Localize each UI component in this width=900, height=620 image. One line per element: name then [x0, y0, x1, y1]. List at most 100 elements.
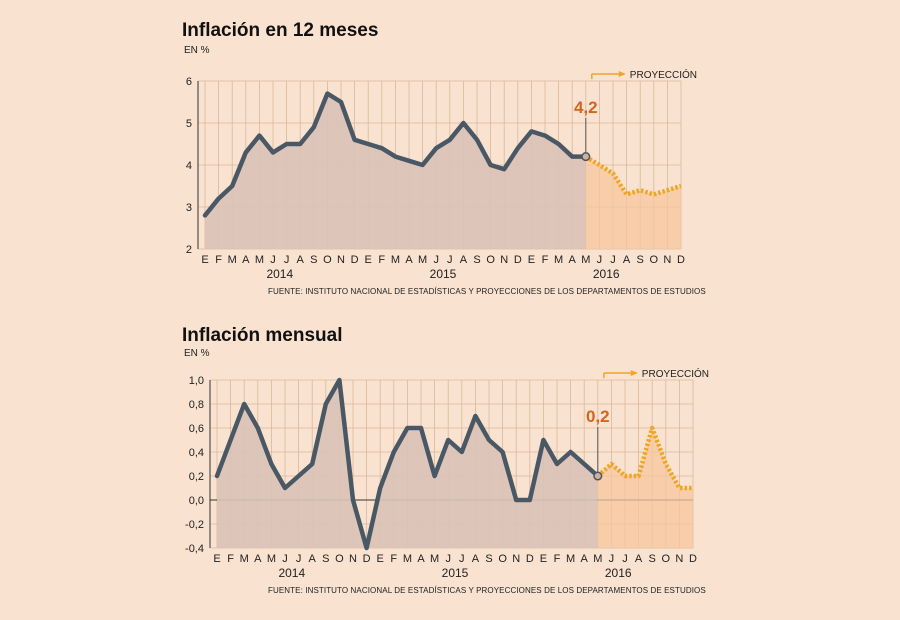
- chart2-ytick-label: 0,2: [189, 471, 204, 483]
- chart1-month-label: N: [337, 254, 345, 266]
- chart1-month-label: E: [365, 254, 372, 266]
- chart2-month-label: J: [296, 553, 302, 565]
- chart1-month-label: J: [447, 254, 453, 266]
- chart1-month-label: M: [391, 254, 400, 266]
- chart2-callout-marker: [593, 471, 603, 481]
- chart2-month-label: J: [622, 553, 628, 565]
- chart1-month-label: E: [528, 254, 535, 266]
- chart2-projection-label: PROYECCIÓN: [642, 367, 709, 380]
- chart2-month-label: D: [526, 553, 534, 565]
- chart1-month-label: M: [255, 254, 264, 266]
- chart2-month-label: J: [459, 553, 465, 565]
- chart1-ytick-label: 4: [186, 160, 192, 172]
- chart1-month-label: O: [486, 254, 495, 266]
- chart2-month-label: A: [254, 553, 262, 565]
- chart2-year-label: 2016: [605, 566, 632, 580]
- chart2-month-label: J: [282, 553, 288, 565]
- chart1-source: FUENTE: INSTITUTO NACIONAL DE ESTADÍSTIC…: [268, 287, 706, 296]
- chart2-ytick-label: 0,8: [189, 399, 204, 411]
- chart2-ytick-label: 0,4: [189, 447, 204, 459]
- chart2-projection-area: [597, 428, 693, 548]
- chart2-year-label: 2015: [442, 566, 469, 580]
- chart1-title: Inflación en 12 meses: [182, 20, 379, 41]
- chart1-month-label: F: [215, 254, 222, 266]
- chart2-month-label: O: [498, 553, 507, 565]
- chart2-ytick-label: 0,0: [189, 495, 204, 507]
- chart1-callout-label: 4,2: [574, 98, 598, 117]
- chart2-month-label: M: [430, 553, 439, 565]
- chart2-ytick-label: -0,2: [185, 519, 204, 531]
- chart2-ytick-label: 0,6: [189, 423, 204, 435]
- chart1-month-label: N: [500, 254, 508, 266]
- chart2-month-label: A: [635, 553, 643, 565]
- chart2-month-label: A: [309, 553, 317, 565]
- chart1-unit: EN %: [184, 45, 210, 56]
- chart2-projection-arrowhead: [630, 370, 638, 376]
- chart2-month-label: M: [403, 553, 412, 565]
- chart1-month-label: S: [473, 254, 480, 266]
- chart2-month-label: E: [540, 553, 547, 565]
- chart1-month-label: M: [581, 254, 590, 266]
- chart1-month-label: N: [663, 254, 671, 266]
- chart2-month-label: S: [485, 553, 492, 565]
- chart1-month-label: A: [569, 254, 577, 266]
- chart1-month-label: O: [650, 254, 659, 266]
- chart2-month-label: N: [675, 553, 683, 565]
- chart1-month-label: A: [242, 254, 250, 266]
- chart1-month-label: J: [270, 254, 276, 266]
- chart1-ytick-label: 6: [186, 76, 192, 88]
- chart1-ytick-label: 2: [186, 244, 192, 256]
- chart2-source: FUENTE: INSTITUTO NACIONAL DE ESTADÍSTIC…: [268, 586, 706, 595]
- chart2-month-label: M: [240, 553, 249, 565]
- chart2-month-label: E: [213, 553, 220, 565]
- chart2-month-label: F: [390, 553, 397, 565]
- chart1-month-label: F: [378, 254, 385, 266]
- chart2-title: Inflación mensual: [182, 325, 343, 346]
- chart2-month-label: M: [566, 553, 575, 565]
- chart1-month-label: O: [323, 254, 332, 266]
- chart2-month-label: F: [554, 553, 561, 565]
- chart1-month-label: A: [460, 254, 468, 266]
- chart2-month-label: O: [662, 553, 671, 565]
- chart1-year-label: 2015: [430, 267, 457, 281]
- chart2-month-label: M: [267, 553, 276, 565]
- chart1-year-label: 2016: [593, 267, 620, 281]
- chart1-month-label: D: [351, 254, 359, 266]
- chart1-ytick-label: 3: [186, 202, 192, 214]
- chart1-year-label: 2014: [266, 267, 293, 281]
- chart2-callout-label: 0,2: [586, 407, 610, 426]
- chart1-projection-label: PROYECCIÓN: [630, 68, 697, 81]
- chart1-month-label: M: [228, 254, 237, 266]
- chart2-ytick-label: 1,0: [189, 375, 204, 387]
- chart2-month-label: O: [335, 553, 344, 565]
- chart2-unit: EN %: [184, 348, 210, 359]
- chart2-month-label: A: [417, 553, 425, 565]
- chart1-month-label: J: [610, 254, 616, 266]
- chart2-actual-area: [217, 380, 598, 548]
- chart2-month-label: A: [581, 553, 589, 565]
- chart1-month-label: A: [623, 254, 631, 266]
- chart1-month-label: A: [405, 254, 413, 266]
- chart1-projection-area: [585, 156, 681, 249]
- chart1-actual-area: [205, 93, 586, 249]
- chart2-month-label: D: [689, 553, 697, 565]
- chart2-month-label: S: [649, 553, 656, 565]
- chart1-projection-arrowhead: [618, 71, 626, 77]
- chart1-month-label: S: [637, 254, 644, 266]
- chart1-month-label: M: [554, 254, 563, 266]
- chart2-month-label: M: [593, 553, 602, 565]
- chart1-month-label: M: [418, 254, 427, 266]
- chart2-month-label: E: [377, 553, 384, 565]
- chart1-month-label: D: [514, 254, 522, 266]
- chart1-projection-line: [584, 154, 682, 197]
- chart1-month-label: J: [597, 254, 603, 266]
- chart2-month-label: J: [445, 553, 451, 565]
- chart1-callout-marker: [581, 152, 591, 162]
- chart2-month-label: N: [349, 553, 357, 565]
- chart2-year-label: 2014: [278, 566, 305, 580]
- chart1-actual-line: [202, 91, 589, 218]
- chart2-month-label: F: [227, 553, 234, 565]
- chart2-ytick-label: -0,4: [185, 543, 204, 555]
